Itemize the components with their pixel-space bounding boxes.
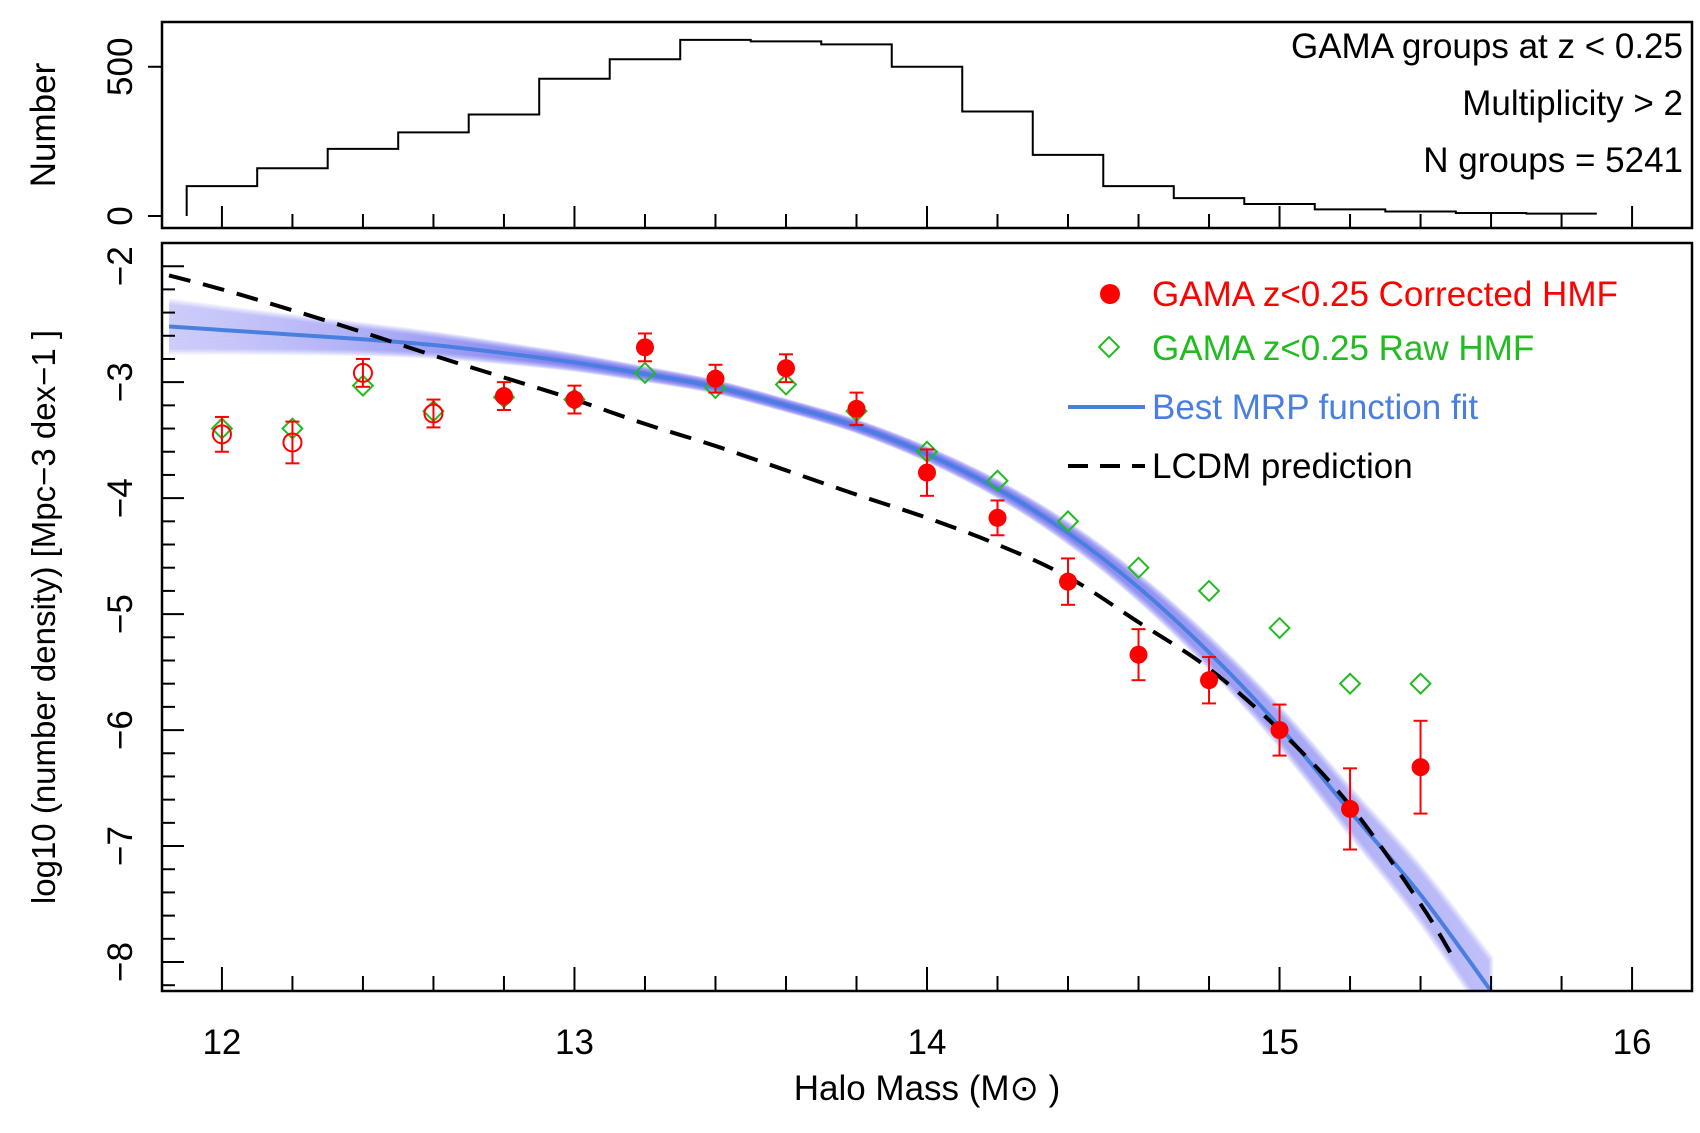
corrected-hmf-point [918,463,936,482]
bottom-x-ticks: 12 13 14 15 16 [202,967,1652,1062]
y-tick-label: −6 [101,710,140,750]
legend: GAMA z<0.25 Corrected HMF GAMA z<0.25 Ra… [1068,275,1618,486]
legend-fit-label: Best MRP function fit [1152,388,1478,427]
corrected-hmf-point [565,390,584,409]
corrected-hmf-point [494,387,513,406]
fit-sample-curve [168,328,1491,991]
raw-hmf-point [1197,579,1221,603]
raw-hmf-point [1338,672,1362,695]
fit-sample-curve [168,341,1479,991]
fit-sample-curve [168,334,1486,991]
top-y-axis-label: Number [24,62,63,187]
annotation-sample: GAMA groups at z < 0.25 [1291,27,1683,66]
corrected-hmf-open-point [211,424,232,445]
bottom-panel: 12 13 14 15 16 −2 −3 −4 −5 −6 −7 −8 GAMA z<0.25 Co… [25,241,1694,1108]
histogram-steps [185,38,1597,216]
x-tick-label: 12 [202,1023,241,1062]
x-tick-label: 15 [1260,1023,1299,1062]
raw-hmf-point [1268,616,1291,640]
bottom-y-axis-label-text: log10 (number density) [Mpc−3 dex−1 ] [25,330,62,904]
raw-hmf-point [1409,672,1432,695]
corrected-hmf-point [1270,721,1289,740]
legend-corrected-marker [1100,284,1120,304]
fit-sample-curve [168,325,1494,991]
fit-sample-curve [169,343,1478,991]
legend-raw-marker [1097,335,1121,359]
y-tick-label: −3 [101,362,140,402]
top-y-tick-label: 0 [101,206,140,225]
x-axis-label: Halo Mass (M⊙ ) [794,1069,1061,1108]
bottom-y-axis-label: log10 (number density) [Mpc−3 dex−1 ] [25,330,62,904]
y-tick-label: −5 [101,594,140,634]
fit-sample-curve [168,332,1487,991]
corrected-hmf-points [494,332,1430,851]
corrected-hmf-point [1129,645,1148,664]
corrected-hmf-point [635,338,654,357]
y-tick-label: −8 [101,942,140,982]
annotation-ngroups: N groups = 5241 [1423,141,1683,180]
top-x-ticks [220,206,1634,228]
fit-sample-curve [169,347,1474,991]
raw-hmf-point [915,440,939,464]
top-y-ticks: 0 500 [101,38,162,226]
raw-hmf-point [281,417,304,440]
corrected-hmf-point [776,359,795,378]
corrected-hmf-point [1200,671,1219,690]
corrected-hmf-point [1341,799,1360,818]
raw-hmf-point [1056,510,1080,533]
y-tick-label: −2 [101,246,140,286]
corrected-hmf-point [847,399,866,418]
corrected-hmf-point [988,508,1007,527]
fit-sample-curve [169,346,1476,991]
legend-corrected-label: GAMA z<0.25 Corrected HMF [1152,275,1618,314]
corrected-hmf-lowmass-points [211,357,444,465]
top-panel: 0 500 GAMA groups at z < 0.25 Multiplicit… [24,20,1694,230]
fit-sample-curve [168,326,1492,991]
corrected-hmf-open-point [352,362,373,383]
fit-sample-curve [168,331,1488,991]
legend-raw-label: GAMA z<0.25 Raw HMF [1152,329,1534,368]
raw-hmf-point [210,417,234,440]
y-tick-label: −7 [101,826,140,866]
corrected-hmf-point [706,369,725,388]
raw-hmf-point [1127,556,1150,580]
fit-sample-curve [168,340,1481,991]
raw-hmf-point [633,361,657,385]
corrected-hmf-open-point [423,403,444,424]
fit-sample-curve [169,344,1477,991]
raw-hmf-point [774,373,798,396]
x-tick-label: 13 [555,1023,594,1062]
fit-sample-curve [168,337,1483,991]
fit-sample-curve [168,335,1485,991]
annotation-multiplicity: Multiplicity > 2 [1462,84,1683,123]
y-tick-label: −4 [101,478,140,518]
x-tick-label: 16 [1613,1023,1652,1062]
top-y-tick-label: 500 [101,38,140,96]
lcdm-prediction-line [168,273,1458,964]
corrected-hmf-point [1059,572,1078,591]
fit-sample-curve [168,329,1490,991]
corrected-hmf-point [1411,758,1430,777]
bottom-y-ticks: −2 −3 −4 −5 −6 −7 −8 [101,246,184,987]
raw-hmf-point [986,469,1009,493]
legend-lcdm-label: LCDM prediction [1152,447,1413,486]
x-tick-label: 14 [908,1023,947,1062]
fit-sample-curve [168,338,1482,991]
corrected-hmf-open-point [282,432,303,453]
